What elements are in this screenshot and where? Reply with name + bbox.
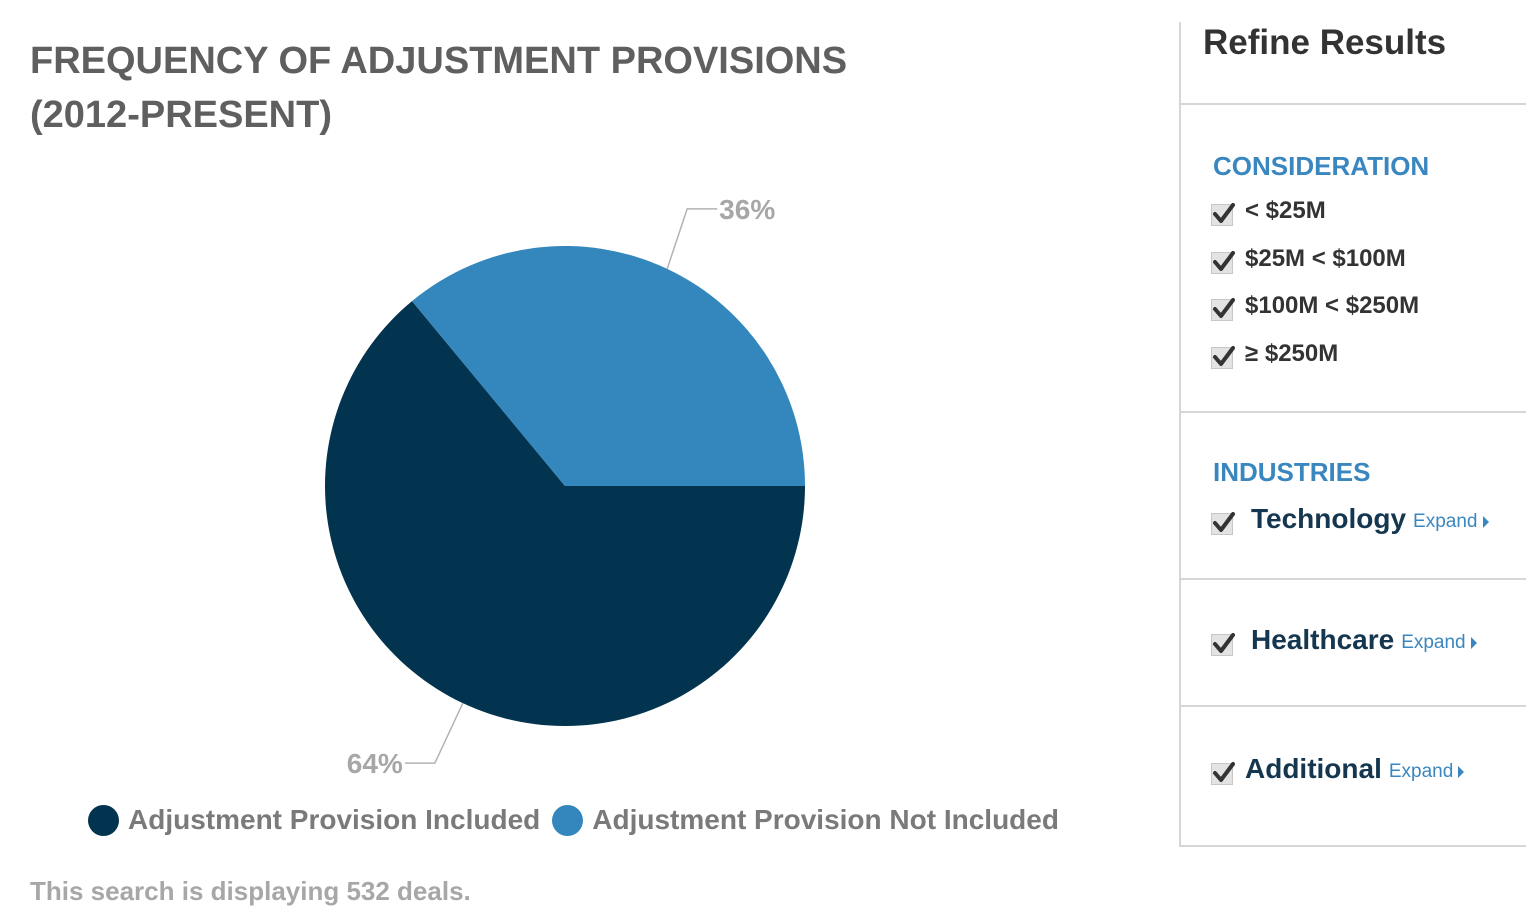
caret-right-icon bbox=[1482, 516, 1489, 528]
checkbox[interactable] bbox=[1211, 761, 1235, 785]
expand-label: Expand bbox=[1401, 632, 1466, 653]
chart-panel: FREQUENCY OF ADJUSTMENT PROVISIONS (2012… bbox=[30, 40, 1071, 906]
checkbox[interactable] bbox=[1211, 511, 1235, 535]
expand-label: Expand bbox=[1413, 511, 1478, 532]
industries-heading: INDUSTRIES bbox=[1213, 457, 1371, 487]
filter-100m-250m[interactable]: $100M < $250M bbox=[1211, 290, 1419, 321]
pie-slices bbox=[325, 246, 805, 726]
legend-label-not-included: Adjustment Provision Not Included bbox=[592, 804, 1059, 835]
industries-section: INDUSTRIES Technology Expand bbox=[1181, 413, 1526, 580]
pie-slice-included[interactable] bbox=[325, 301, 805, 726]
expand-label: Expand bbox=[1388, 761, 1454, 782]
checkbox[interactable] bbox=[1211, 346, 1235, 369]
legend-item-not-included[interactable]: Adjustment Provision Not Included bbox=[552, 804, 1059, 836]
data-label: 64% bbox=[347, 748, 403, 779]
filter-label: $100M < $250M bbox=[1245, 291, 1420, 319]
refine-sidebar: Refine Results CONSIDERATION < $25M $25M… bbox=[1179, 22, 1526, 847]
deal-count-note: This search is displaying 532 deals. bbox=[30, 876, 471, 906]
data-label: 36% bbox=[719, 194, 775, 225]
filter-label: ≥ $250M bbox=[1245, 339, 1339, 367]
chart-title: FREQUENCY OF ADJUSTMENT PROVISIONS (2012… bbox=[30, 40, 848, 136]
pie-labels: 64% 36% bbox=[347, 194, 776, 779]
filter-over-250m[interactable]: ≥ $250M bbox=[1211, 338, 1338, 369]
expand-technology-link[interactable]: Expand bbox=[1413, 511, 1489, 533]
industry-technology[interactable]: Technology Expand bbox=[1211, 503, 1489, 535]
industry-additional[interactable]: Additional Expand bbox=[1211, 753, 1465, 785]
pie-slice-not-included[interactable] bbox=[412, 246, 805, 486]
expand-healthcare-link[interactable]: Expand bbox=[1401, 632, 1477, 654]
legend-swatch-not-included bbox=[552, 804, 584, 836]
checkbox[interactable] bbox=[1211, 251, 1235, 274]
legend-swatch-included bbox=[88, 804, 119, 836]
checkbox[interactable] bbox=[1211, 203, 1235, 226]
refine-header: Refine Results bbox=[1181, 22, 1526, 105]
industry-label: Technology bbox=[1251, 503, 1407, 534]
leader-line bbox=[666, 208, 718, 270]
refine-title: Refine Results bbox=[1203, 23, 1447, 62]
consideration-heading: CONSIDERATION bbox=[1213, 151, 1430, 181]
filter-label: $25M < $100M bbox=[1245, 244, 1406, 272]
healthcare-section: Healthcare Expand bbox=[1181, 580, 1526, 707]
industry-label: Additional bbox=[1245, 753, 1382, 784]
filter-label: < $25M bbox=[1245, 196, 1326, 224]
checkbox[interactable] bbox=[1211, 632, 1235, 656]
legend-label-included: Adjustment Provision Included bbox=[128, 804, 541, 835]
consideration-section: CONSIDERATION < $25M $25M < $100M $100M … bbox=[1181, 105, 1526, 413]
checkbox[interactable] bbox=[1211, 298, 1235, 321]
filter-under-25m[interactable]: < $25M bbox=[1211, 195, 1326, 226]
caret-right-icon bbox=[1458, 766, 1465, 778]
pie-chart: 64% 36% bbox=[325, 194, 805, 779]
expand-additional-link[interactable]: Expand bbox=[1388, 761, 1465, 783]
caret-right-icon bbox=[1470, 637, 1477, 649]
industry-healthcare[interactable]: Healthcare Expand bbox=[1211, 624, 1477, 656]
chart-legend: Adjustment Provision Included Adjustment… bbox=[88, 804, 1071, 836]
additional-section: Additional Expand bbox=[1181, 707, 1526, 851]
filter-25m-100m[interactable]: $25M < $100M bbox=[1211, 243, 1406, 274]
leader-line bbox=[404, 702, 464, 764]
industry-label: Healthcare bbox=[1251, 624, 1395, 655]
legend-item-included[interactable]: Adjustment Provision Included bbox=[88, 804, 540, 836]
